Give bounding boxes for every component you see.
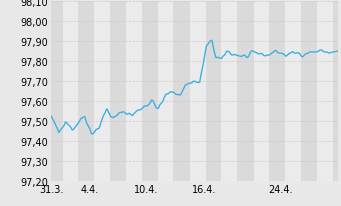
Bar (125, 2, 142, 181)
Bar (206, 2, 221, 181)
Bar (285, 2, 301, 181)
Bar (110, 2, 125, 181)
Bar (51, 2, 63, 181)
Bar (173, 2, 190, 181)
Bar (190, 2, 206, 181)
Bar (333, 2, 338, 181)
Bar (94, 2, 110, 181)
Bar (78, 2, 94, 181)
Bar (142, 2, 158, 181)
Bar (301, 2, 316, 181)
Bar (158, 2, 173, 181)
Bar (316, 2, 333, 181)
Bar (221, 2, 237, 181)
Bar (63, 2, 78, 181)
Bar (237, 2, 254, 181)
Bar (269, 2, 285, 181)
Bar (254, 2, 269, 181)
